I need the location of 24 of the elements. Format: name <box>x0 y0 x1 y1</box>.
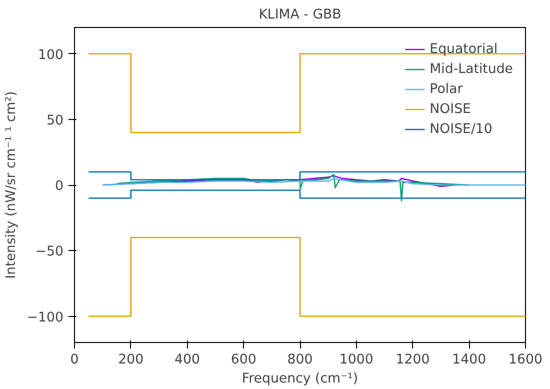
x-tick-label: 1400 <box>452 352 486 368</box>
y-axis-title: Intensity (nW/sr cm⁻¹ ¹ cm²) <box>4 91 19 279</box>
x-tick-label: 0 <box>70 352 79 368</box>
x-axis-title: Frequency (cm⁻¹) <box>242 372 358 386</box>
x-tick-label: 1200 <box>396 352 430 368</box>
chart-title: KLIMA - GBB <box>258 8 342 22</box>
y-tick-label: −100 <box>26 310 64 326</box>
y-tick-label: 50 <box>46 113 64 128</box>
legend-label: NOISE/10 <box>430 122 492 136</box>
line-series <box>116 174 470 202</box>
y-tick-label: 0 <box>55 179 64 194</box>
legend-label: Polar <box>430 82 463 96</box>
x-tick-label: 1000 <box>339 352 374 368</box>
y-tick-label: 100 <box>38 48 64 63</box>
x-tick-label: 1600 <box>508 352 542 368</box>
x-tick-label: 800 <box>287 352 313 368</box>
x-tick-label: 200 <box>118 352 144 368</box>
legend-label: Mid-Latitude <box>430 62 513 76</box>
x-tick-label: 400 <box>174 352 200 368</box>
y-tick-label: −50 <box>35 244 64 260</box>
line-series <box>102 178 526 186</box>
x-tick-label: 600 <box>230 352 256 368</box>
legend-label: NOISE <box>430 102 471 116</box>
legend-label: Equatorial <box>430 42 498 56</box>
